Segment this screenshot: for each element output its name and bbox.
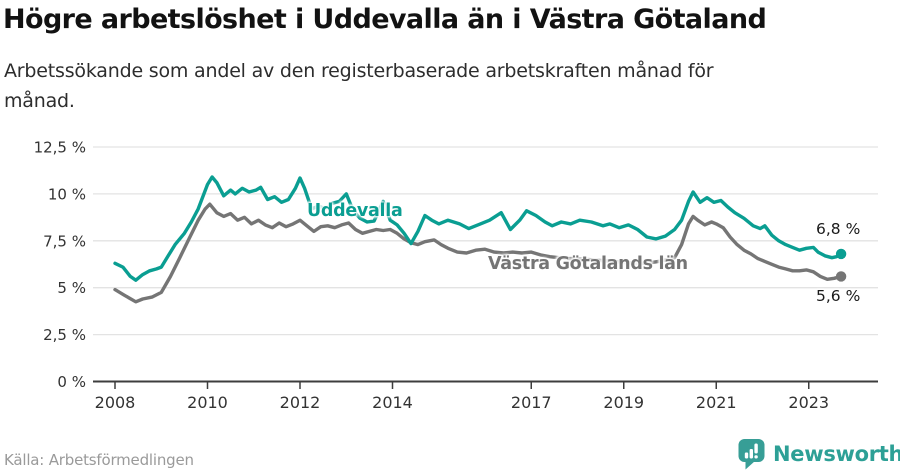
series-end-dot-vastra-gotalands-lan	[835, 271, 847, 282]
end-value-label-uddevalla: 6,8 %	[816, 220, 861, 238]
x-axis-tick-label: 2012	[280, 393, 321, 412]
x-axis-tick-label: 2019	[603, 393, 644, 412]
x-axis-tick-label: 2017	[511, 393, 552, 412]
series-label-uddevalla: Uddevalla	[307, 201, 403, 221]
series-line-uddevalla	[113, 175, 843, 282]
x-axis-tick-label: 2021	[696, 393, 737, 412]
page-title: Högre arbetslöshet i Uddevalla än i Väst…	[3, 4, 767, 35]
newsworthy-bubble-chart-icon	[738, 439, 765, 470]
series-end-dot-uddevalla	[835, 248, 847, 260]
subtitle-line-2: månad.	[4, 90, 75, 112]
end-value-label-vastra-gotalands-lan: 5,6 %	[816, 287, 861, 305]
series-line-vastra-gotalands-lan	[113, 202, 843, 304]
y-axis-tick-label: 0 %	[57, 373, 86, 391]
y-axis-tick-label: 2,5 %	[43, 326, 86, 344]
y-axis-tick-label: 12,5 %	[34, 139, 86, 157]
x-axis-tick-label: 2023	[788, 393, 829, 412]
newsworthy-logo[interactable]: Newsworthy	[737, 438, 900, 470]
source-attribution: Källa: Arbetsförmedlingen	[4, 451, 194, 469]
x-axis-tick-label: 2014	[372, 393, 413, 412]
y-axis-tick-label: 7,5 %	[43, 232, 86, 250]
chart-subtitle: Arbetssökande som andel av den registerb…	[4, 56, 884, 116]
subtitle-line-1: Arbetssökande som andel av den registerb…	[4, 60, 714, 82]
y-axis-tick-label: 5 %	[57, 279, 86, 297]
series-label-vastra-gotalands-lan: Västra Götalands län	[488, 254, 688, 274]
newsworthy-wordmark: Newsworthy	[773, 442, 900, 466]
x-axis-tick-label: 2010	[187, 393, 228, 412]
y-axis-tick-label: 10 %	[48, 185, 86, 203]
x-axis-tick-label: 2008	[95, 393, 136, 412]
